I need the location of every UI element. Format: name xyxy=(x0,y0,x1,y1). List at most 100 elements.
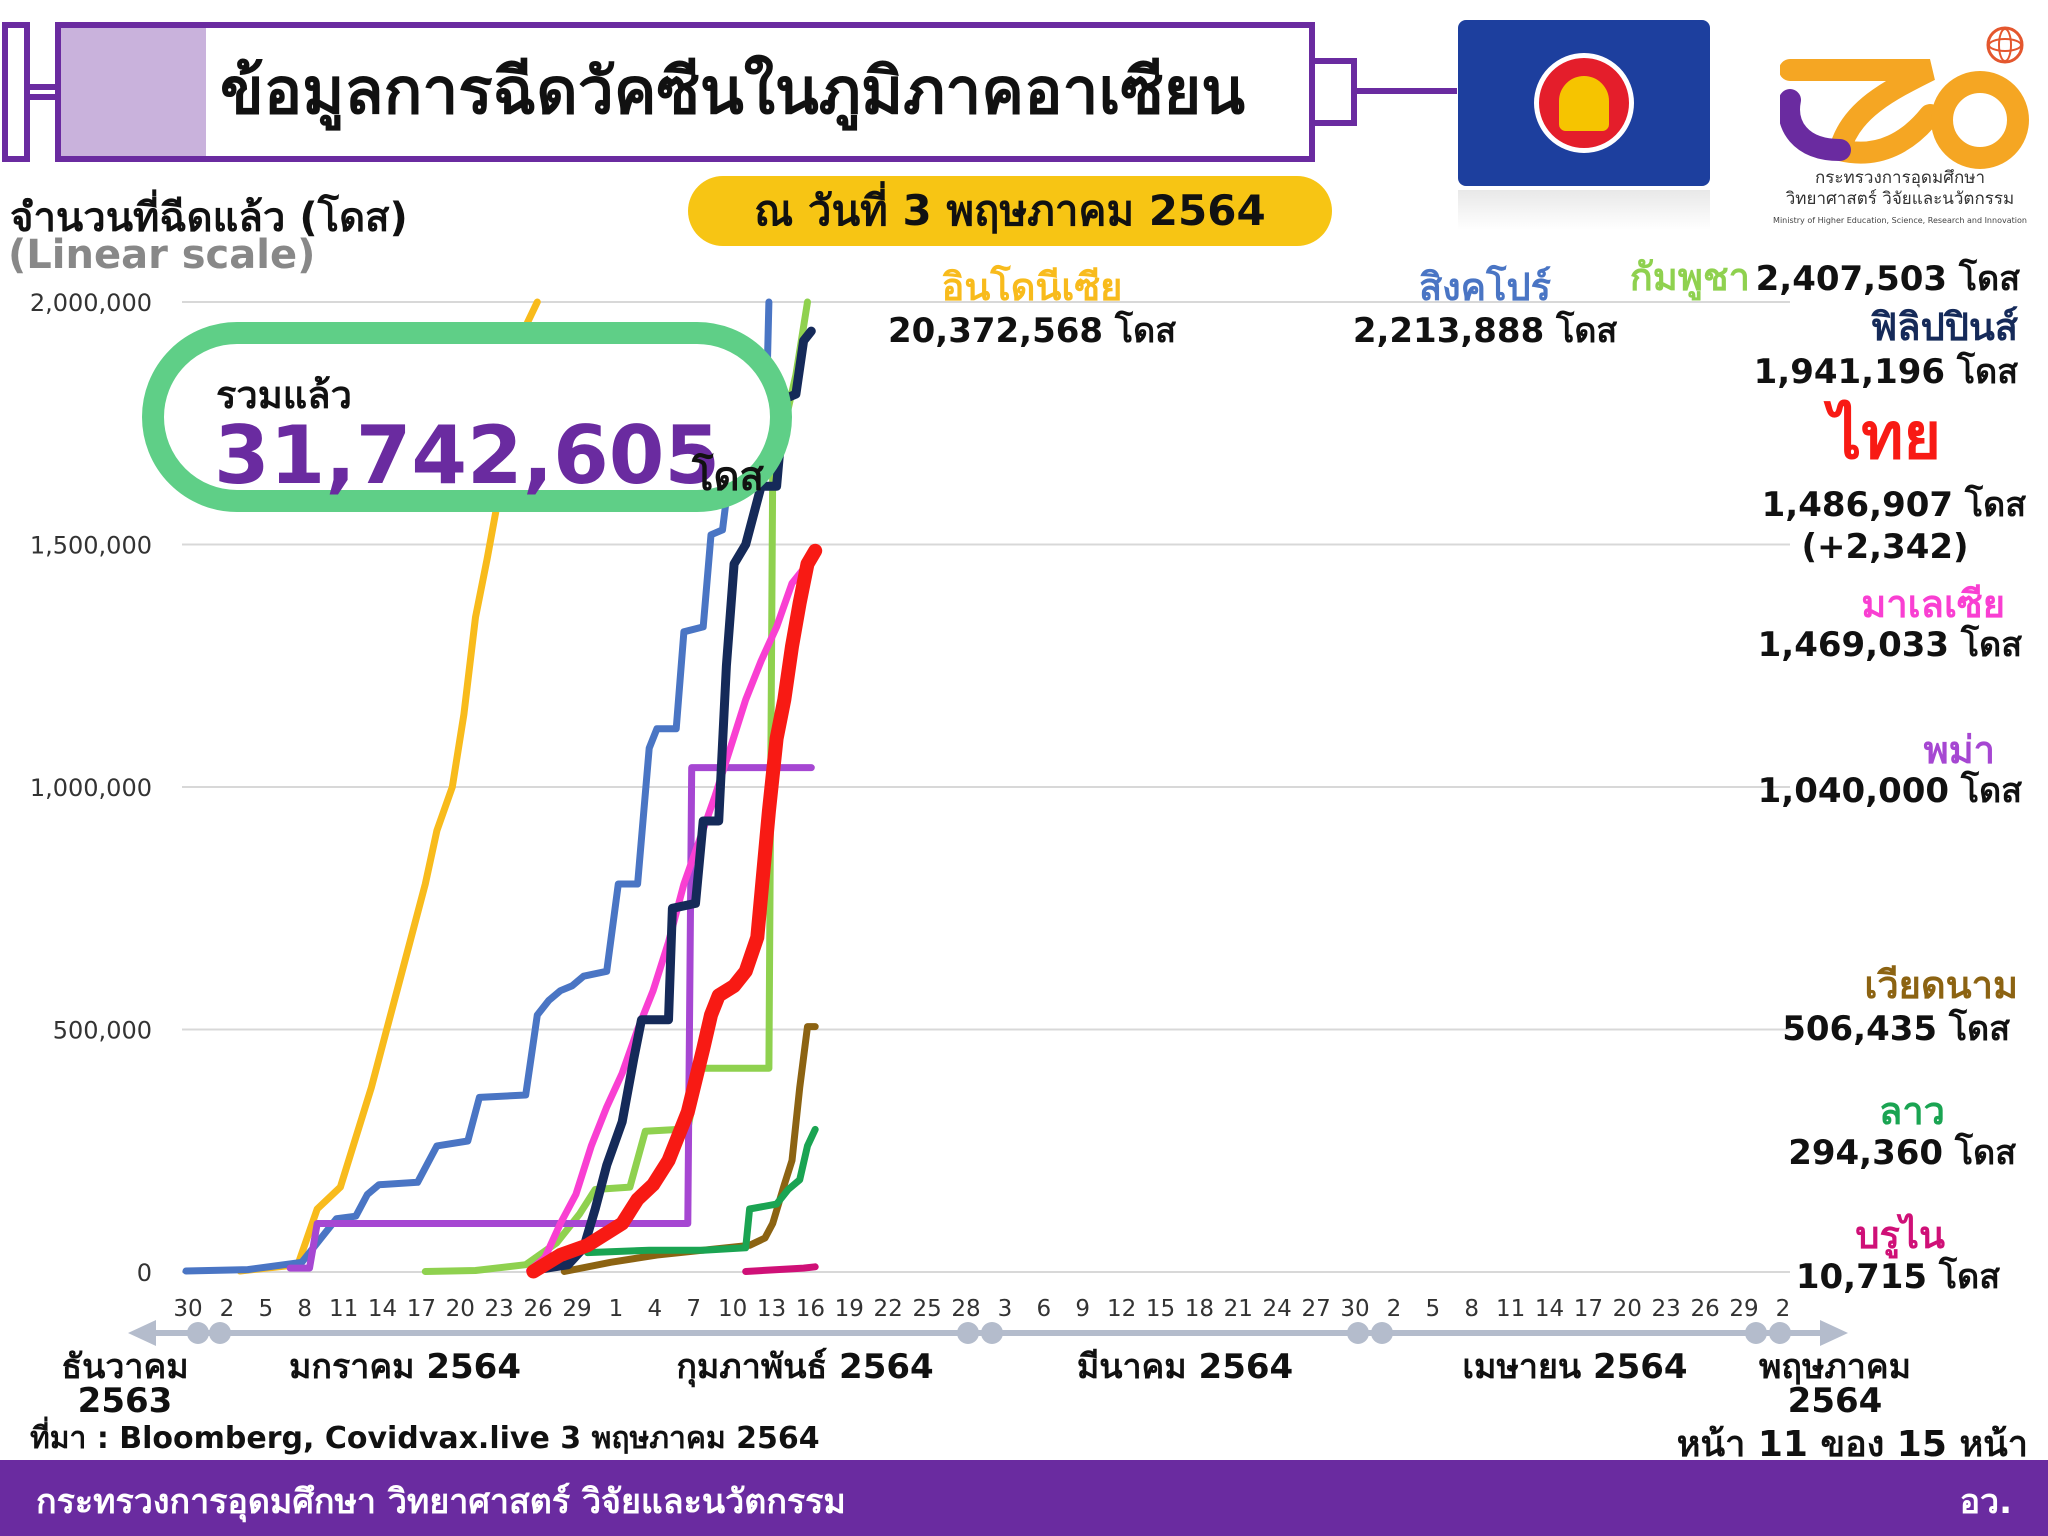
x-tick-label: 7 xyxy=(686,1296,701,1322)
ministry-logo-icon xyxy=(1780,26,2029,169)
axis-arrow-right xyxy=(1820,1320,1848,1346)
x-tick-label: 22 xyxy=(874,1296,903,1322)
x-tick-label: 21 xyxy=(1224,1296,1253,1322)
x-tick-label: 1 xyxy=(609,1296,624,1322)
x-tick-label: 8 xyxy=(1464,1296,1479,1322)
month-divider-dot xyxy=(209,1322,231,1344)
ministry-name: กระทรวงการอุดมศึกษา วิทยาศาสตร์ วิจัยและ… xyxy=(1760,168,2040,231)
ministry-name-en: Ministry of Higher Education, Science, R… xyxy=(1773,216,2027,225)
x-tick-label: 23 xyxy=(485,1296,514,1322)
source-note: ที่มา : Bloomberg, Covidvax.live 3 พฤษภา… xyxy=(30,1421,820,1456)
footer-bar: กระทรวงการอุดมศึกษา วิทยาศาสตร์ วิจัยและ… xyxy=(0,1460,2048,1536)
series-value-label: 2,213,888 โดส xyxy=(1353,310,1618,351)
x-tick-label: 3 xyxy=(998,1296,1013,1322)
series-value-label: 506,435 โดส xyxy=(1782,1008,2010,1049)
x-tick-label: 29 xyxy=(562,1296,591,1322)
y-tick-label: 0 xyxy=(137,1259,152,1287)
series-name-label: ไทย xyxy=(1823,399,1941,474)
series-value-label: 1,040,000 โดส xyxy=(1758,770,2023,811)
x-tick-label: 19 xyxy=(835,1296,864,1322)
page-number: หน้า 11 ของ 15 หน้า xyxy=(1676,1424,2028,1465)
x-tick-label: 24 xyxy=(1263,1296,1292,1322)
total-unit: โดส xyxy=(692,454,764,500)
month-label: เมษายน 2564 xyxy=(1462,1347,1687,1387)
y-axis-ticks: 0 500,000 1,000,000 1,500,000 2,000,000 xyxy=(30,289,152,1287)
total-label: รวมแล้ว xyxy=(216,373,352,417)
x-tick-label: 12 xyxy=(1107,1296,1136,1322)
x-tick-label: 2 xyxy=(1387,1296,1402,1322)
x-tick-label: 26 xyxy=(1690,1296,1719,1322)
series-line-5 xyxy=(526,543,823,1279)
month-divider-dot xyxy=(187,1322,209,1344)
series-line-6 xyxy=(286,764,815,1272)
asean-emblem-icon xyxy=(1534,53,1634,153)
month-divider-dot xyxy=(1347,1322,1369,1344)
x-tick-label: 16 xyxy=(796,1296,825,1322)
y-tick-label: 2,000,000 xyxy=(30,289,152,317)
series-name-label: ลาว xyxy=(1879,1089,1945,1133)
x-tick-label: 27 xyxy=(1301,1296,1330,1322)
x-tick-label: 15 xyxy=(1146,1296,1175,1322)
x-tick-label: 8 xyxy=(297,1296,312,1322)
series-name-label: พม่า xyxy=(1924,728,1995,772)
ministry-name-line1: กระทรวงการอุดมศึกษา xyxy=(1815,168,1985,188)
x-tick-label: 20 xyxy=(446,1296,475,1322)
x-tick-label: 30 xyxy=(1340,1296,1369,1322)
series-labels: อินโดนีเซีย20,372,568 โดส สิงคโปร์2,213,8… xyxy=(888,255,2026,1297)
series-name-label: อินโดนีเซีย xyxy=(942,264,1123,309)
month-label: มกราคม 2564 xyxy=(289,1347,521,1387)
footer-abbr: อว. xyxy=(1959,1482,2012,1522)
y-tick-label: 500,000 xyxy=(53,1017,152,1045)
x-tick-label: 30 xyxy=(173,1296,202,1322)
x-tick-label: 2 xyxy=(220,1296,235,1322)
month-divider-dot xyxy=(1371,1322,1393,1344)
x-tick-label: 9 xyxy=(1075,1296,1090,1322)
month-year-label: 2564 xyxy=(1788,1381,1883,1421)
series-value-label: 1,941,196 โดส xyxy=(1754,351,2019,392)
syringe-plunger-handle xyxy=(2,22,30,162)
x-tick-label: 6 xyxy=(1036,1296,1051,1322)
x-tick-label: 25 xyxy=(912,1296,941,1322)
series-value-label: 20,372,568 โดส xyxy=(888,310,1176,351)
month-divider-dot xyxy=(981,1322,1003,1344)
syringe-fill xyxy=(61,28,206,156)
month-label: กุมภาพันธ์ 2564 xyxy=(676,1347,933,1388)
series-value-label: 10,715 โดส xyxy=(1796,1256,2000,1297)
series-line-1 xyxy=(182,298,773,1275)
asean-flag-icon xyxy=(1458,20,1710,186)
series-name-label: มาเลเซีย xyxy=(1861,582,2005,626)
syringe-needle xyxy=(1357,88,1457,94)
month-label: ธันวาคม xyxy=(61,1347,188,1387)
series-value-label: 294,360 โดส xyxy=(1788,1132,2016,1173)
x-tick-label: 11 xyxy=(329,1296,358,1322)
x-tick-label: 18 xyxy=(1185,1296,1214,1322)
series-name-label: บรูไน xyxy=(1855,1213,1945,1259)
footer-ministry: กระทรวงการอุดมศึกษา วิทยาศาสตร์ วิจัยและ… xyxy=(36,1482,846,1522)
syringe-body xyxy=(55,22,1315,162)
x-tick-label: 14 xyxy=(368,1296,397,1322)
y-axis-title: จำนวนที่ฉีดแล้ว (โดส) xyxy=(10,195,408,241)
y-axis-scale-label: (Linear scale) xyxy=(8,232,316,278)
total-doses-box: รวมแล้ว 31,742,605 โดส xyxy=(142,322,792,512)
date-badge: ณ วันที่ 3 พฤษภาคม 2564 xyxy=(688,176,1332,246)
series-name-label: เวียดนาม xyxy=(1864,963,2018,1007)
syringe-plunger-rod xyxy=(30,84,55,100)
series-value-label: 2,407,503 โดส xyxy=(1756,258,2021,299)
series-name-label: ฟิลิปปินส์ xyxy=(1870,305,2018,349)
month-divider-dot xyxy=(1745,1322,1767,1344)
x-tick-label: 20 xyxy=(1613,1296,1642,1322)
x-tick-label: 5 xyxy=(1425,1296,1440,1322)
total-value: 31,742,605 xyxy=(214,409,721,502)
page-title: ข้อมูลการฉีดวัคซีนในภูมิภาคอาเซียน xyxy=(220,55,1245,129)
x-tick-label: 29 xyxy=(1729,1296,1758,1322)
x-tick-label: 14 xyxy=(1535,1296,1564,1322)
month-divider-dot xyxy=(1769,1322,1791,1344)
axis-arrow-left xyxy=(128,1320,156,1346)
x-tick-label: 4 xyxy=(647,1296,662,1322)
x-tick-label: 26 xyxy=(523,1296,552,1322)
x-tick-label: 5 xyxy=(258,1296,273,1322)
flag-reflection xyxy=(1458,190,1710,230)
series-value-label: 1,486,907 โดส xyxy=(1762,484,2027,525)
